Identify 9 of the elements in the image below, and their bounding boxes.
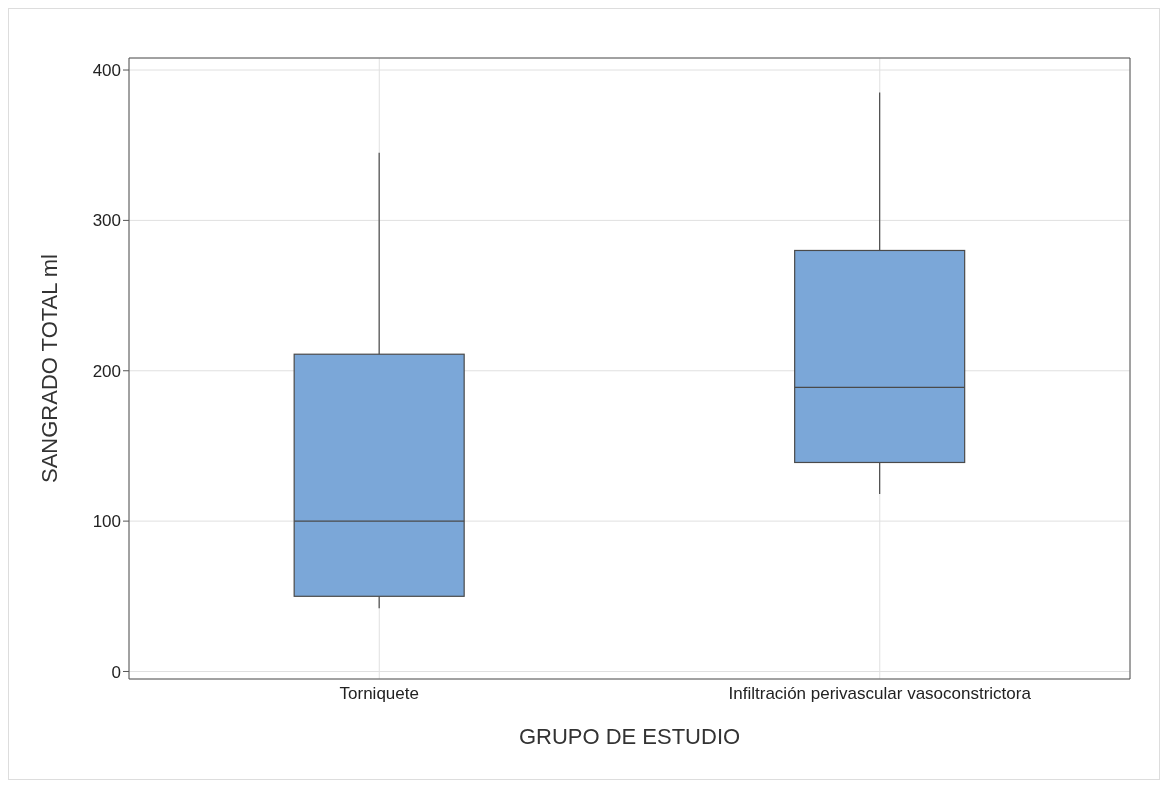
x-tick-label: Torniquete [339,684,419,704]
y-tick-label: 400 [92,61,121,81]
x-axis-title: GRUPO DE ESTUDIO [518,724,741,749]
x-tick-label: Infiltración perivascular vasoconstrictora [728,684,1032,704]
y-tick-label: 0 [111,662,121,682]
y-tick-label: 100 [92,512,121,532]
y-tick-label: 200 [92,361,121,381]
y-axis-title: SANGRADO TOTAL ml [36,253,62,484]
y-tick-label: 300 [92,211,121,231]
